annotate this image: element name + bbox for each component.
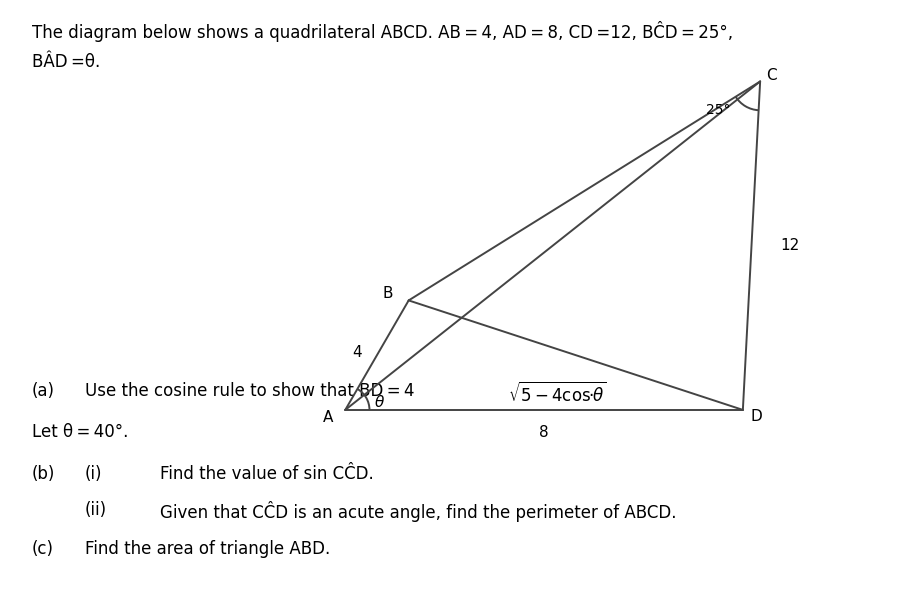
Text: Use the cosine rule to show that BD = 4: Use the cosine rule to show that BD = 4 <box>85 382 414 400</box>
Text: $\sqrt{5-4\cos\theta}$: $\sqrt{5-4\cos\theta}$ <box>507 382 606 406</box>
Text: 4: 4 <box>353 345 362 361</box>
Text: BÂD =θ.: BÂD =θ. <box>32 53 100 71</box>
Text: Given that CĈD is an acute angle, find the perimeter of ABCD.: Given that CĈD is an acute angle, find t… <box>159 501 675 522</box>
Text: The diagram below shows a quadrilateral ABCD. AB = 4, AD = 8, CD =12, BĈD = 25°,: The diagram below shows a quadrilateral … <box>32 21 732 41</box>
Text: 8: 8 <box>538 426 548 440</box>
Text: (b): (b) <box>32 465 56 482</box>
Text: .: . <box>588 382 593 400</box>
Text: (a): (a) <box>32 382 55 400</box>
Text: Let θ = 40°.: Let θ = 40°. <box>32 423 128 441</box>
Text: B: B <box>383 286 393 301</box>
Text: (ii): (ii) <box>85 501 107 519</box>
Text: A: A <box>322 410 333 426</box>
Text: 25°: 25° <box>706 103 730 117</box>
Text: (i): (i) <box>85 465 102 482</box>
Text: Find the value of sin CĈD.: Find the value of sin CĈD. <box>159 465 373 482</box>
Text: Find the area of triangle ABD.: Find the area of triangle ABD. <box>85 540 330 558</box>
Text: 12: 12 <box>780 238 799 253</box>
Text: $\theta$: $\theta$ <box>374 394 385 410</box>
Text: (c): (c) <box>32 540 54 558</box>
Text: C: C <box>765 68 776 83</box>
Text: D: D <box>750 409 762 424</box>
